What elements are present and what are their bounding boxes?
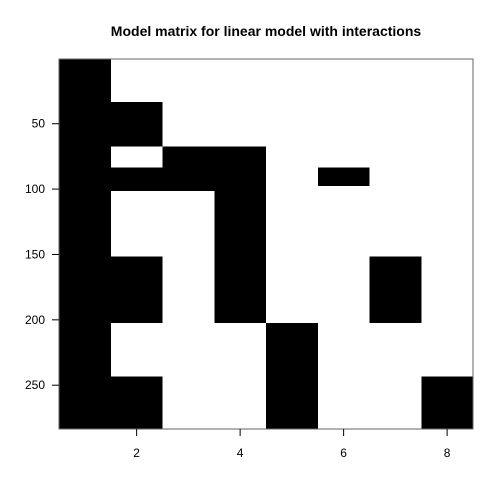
matrix-cell-col2-3 [110,256,163,324]
matrix-cell-col2-2 [110,167,163,192]
matrix-cells [59,59,473,429]
matrix-cell-col6-9 [317,167,370,186]
x-tick-label: 2 [133,446,140,460]
matrix-cell-col5-8 [266,323,318,429]
x-tick-label: 6 [340,446,347,460]
x-tick-label: 8 [444,446,451,460]
y-tick-label: 150 [25,247,45,261]
x-axis: 2 4 6 8 [133,429,451,460]
y-tick-label: 100 [25,182,45,196]
y-tick-label: 200 [25,313,45,327]
y-axis: 50 100 150 200 250 [25,117,59,392]
matrix-cell-col4-7 [214,191,266,324]
y-tick-label: 250 [25,378,45,392]
y-tick-label: 50 [32,117,46,131]
x-tick-label: 4 [237,446,244,460]
matrix-cell-col2-4 [110,376,163,429]
chart-title: Model matrix for linear model with inter… [111,23,422,39]
matrix-cell-col4-6 [214,146,266,192]
matrix-cell-col1-0 [59,59,111,429]
matrix-cell-col2-1 [110,102,163,147]
matrix-cell-col3-5 [162,146,215,192]
matrix-cell-col7-10 [369,256,422,324]
plot-frame [58,58,474,430]
matrix-cell-col8-11 [421,376,473,429]
